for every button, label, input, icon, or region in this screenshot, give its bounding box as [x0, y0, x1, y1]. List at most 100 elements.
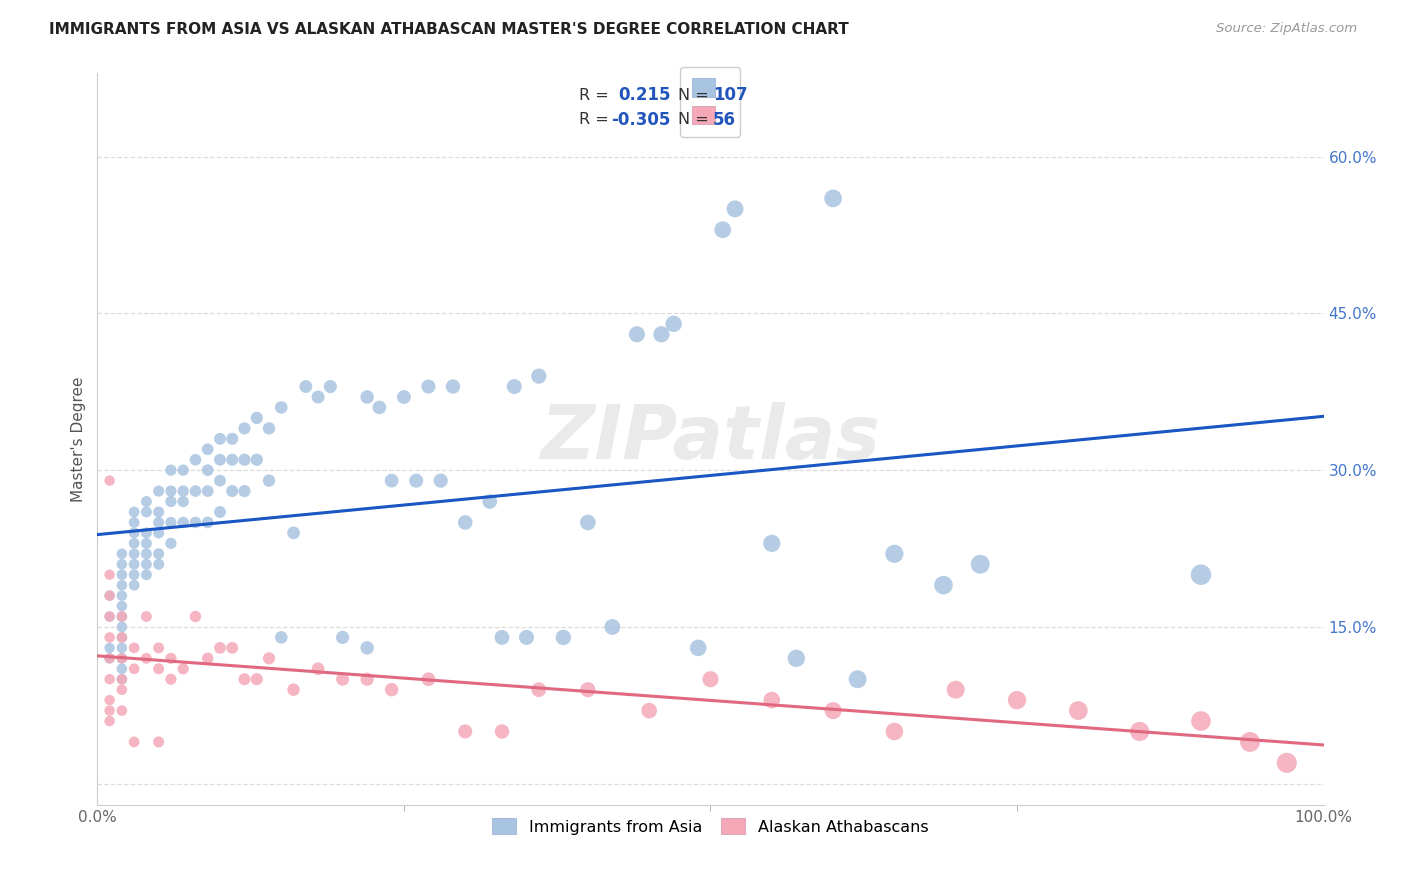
Text: 107: 107: [713, 87, 748, 104]
Point: [662, 317, 685, 331]
Point: [122, 640, 145, 655]
Point: [135, 547, 157, 561]
Point: [246, 452, 269, 467]
Point: [576, 516, 599, 530]
Point: [233, 421, 256, 435]
Point: [160, 484, 183, 499]
Point: [233, 452, 256, 467]
Point: [148, 662, 170, 676]
Point: [135, 558, 157, 572]
Point: [148, 525, 170, 540]
Point: [160, 516, 183, 530]
Point: [148, 516, 170, 530]
Point: [441, 379, 464, 393]
Point: [122, 536, 145, 550]
Point: [221, 452, 243, 467]
Text: R =: R =: [579, 112, 609, 127]
Point: [356, 640, 378, 655]
Point: [98, 567, 121, 582]
Point: [111, 620, 134, 634]
Point: [1239, 735, 1261, 749]
Point: [257, 421, 280, 435]
Point: [283, 682, 305, 697]
Point: [761, 693, 783, 707]
Text: N =: N =: [678, 88, 709, 103]
Text: 0.215: 0.215: [619, 87, 671, 104]
Point: [172, 662, 194, 676]
Point: [527, 682, 550, 697]
Point: [172, 484, 194, 499]
Point: [319, 379, 342, 393]
Point: [761, 536, 783, 550]
Point: [356, 390, 378, 404]
Point: [454, 724, 477, 739]
Point: [208, 474, 231, 488]
Point: [135, 567, 157, 582]
Point: [883, 724, 905, 739]
Point: [98, 714, 121, 728]
Point: [98, 651, 121, 665]
Point: [846, 672, 869, 686]
Point: [111, 704, 134, 718]
Point: [122, 578, 145, 592]
Point: [135, 609, 157, 624]
Point: [503, 379, 526, 393]
Point: [626, 327, 648, 342]
Point: [405, 474, 427, 488]
Point: [197, 516, 219, 530]
Point: [148, 735, 170, 749]
Point: [883, 547, 905, 561]
Point: [98, 589, 121, 603]
Point: [122, 735, 145, 749]
Point: [1005, 693, 1028, 707]
Point: [184, 484, 207, 499]
Point: [418, 672, 440, 686]
Point: [932, 578, 955, 592]
Point: [332, 631, 354, 645]
Point: [135, 525, 157, 540]
Point: [638, 704, 661, 718]
Point: [688, 640, 710, 655]
Point: [969, 558, 991, 572]
Text: IMMIGRANTS FROM ASIA VS ALASKAN ATHABASCAN MASTER'S DEGREE CORRELATION CHART: IMMIGRANTS FROM ASIA VS ALASKAN ATHABASC…: [49, 22, 849, 37]
Point: [208, 640, 231, 655]
Point: [257, 651, 280, 665]
Point: [111, 567, 134, 582]
Point: [111, 672, 134, 686]
Point: [111, 609, 134, 624]
Point: [1189, 567, 1212, 582]
Point: [122, 662, 145, 676]
Text: -0.305: -0.305: [612, 111, 671, 128]
Point: [307, 662, 329, 676]
Point: [221, 484, 243, 499]
Point: [111, 662, 134, 676]
Point: [135, 651, 157, 665]
Text: R =: R =: [579, 88, 609, 103]
Point: [111, 640, 134, 655]
Point: [650, 327, 672, 342]
Point: [111, 558, 134, 572]
Point: [98, 704, 121, 718]
Point: [98, 474, 121, 488]
Point: [332, 672, 354, 686]
Point: [602, 620, 624, 634]
Point: [98, 651, 121, 665]
Point: [368, 401, 391, 415]
Point: [122, 567, 145, 582]
Text: ZIPatlas: ZIPatlas: [540, 402, 880, 475]
Point: [122, 547, 145, 561]
Point: [98, 631, 121, 645]
Point: [148, 484, 170, 499]
Point: [208, 505, 231, 519]
Point: [197, 463, 219, 477]
Point: [98, 693, 121, 707]
Point: [392, 390, 415, 404]
Point: [111, 547, 134, 561]
Point: [98, 640, 121, 655]
Point: [246, 411, 269, 425]
Point: [172, 463, 194, 477]
Point: [148, 640, 170, 655]
Point: [381, 474, 404, 488]
Point: [307, 390, 329, 404]
Point: [197, 442, 219, 457]
